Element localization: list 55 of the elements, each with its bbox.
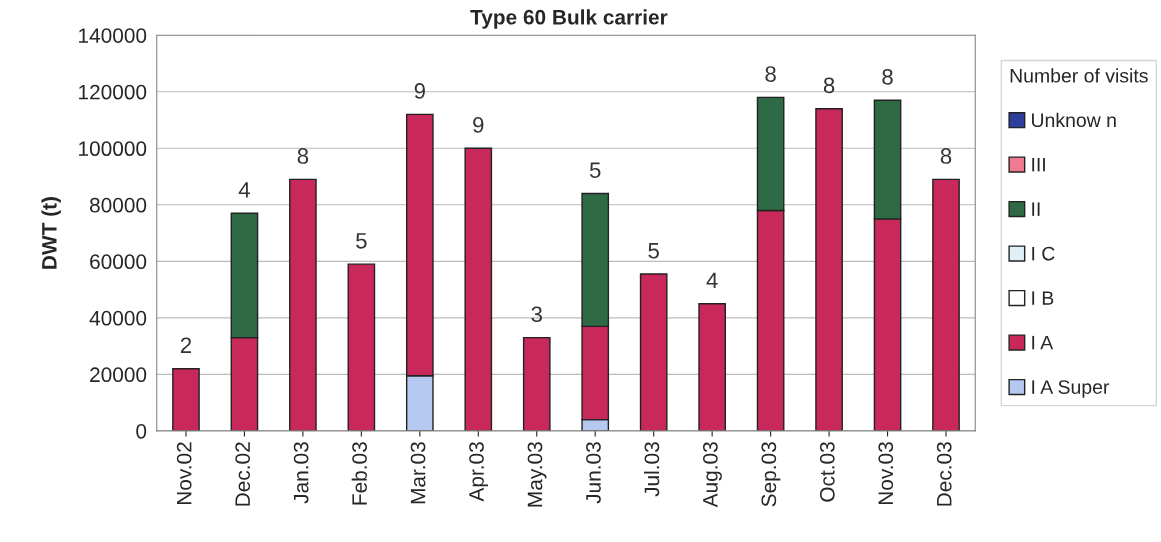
bar (172, 368, 200, 431)
annotation: 2 (180, 337, 192, 353)
annotation: 5 (356, 233, 367, 249)
annotation: 4 (238, 182, 250, 198)
annotation: 5 (648, 243, 659, 259)
x-tick-label: Apr.03 (469, 442, 488, 502)
y-tick-label: 20000 (90, 367, 147, 383)
annotation: 9 (414, 83, 425, 99)
x-tick-label: Jul.03 (643, 442, 660, 497)
y-axis-title: DWT (t) (41, 197, 61, 269)
y-tick-label: 60000 (90, 254, 147, 270)
annotation: 8 (940, 148, 952, 164)
x-tick-label: Aug.03 (702, 442, 722, 508)
y-tick-label: 0 (136, 423, 147, 439)
annotation: 4 (706, 272, 718, 288)
bar (815, 108, 843, 431)
legend-label: I B (1032, 291, 1054, 305)
x-tick-label: Feb.03 (351, 442, 367, 505)
x-tick-label: Nov.03 (878, 442, 894, 505)
annotation: 8 (882, 68, 893, 85)
bar (464, 147, 493, 431)
legend-label: I A Super (1032, 380, 1110, 398)
x-tick-label: Mar.03 (410, 442, 426, 504)
legend-label: Unknow n (1032, 112, 1116, 128)
bar (932, 178, 960, 431)
x-tick-label: Dec.03 (936, 442, 952, 506)
annotation: 5 (589, 162, 601, 178)
bar (347, 263, 376, 431)
y-tick-label: 40000 (89, 310, 147, 326)
x-tick-label: Jun.03 (586, 442, 601, 504)
annotation: 8 (297, 148, 309, 164)
bar (522, 336, 551, 431)
y-tick-label: 80000 (89, 197, 147, 213)
legend-label: III (1032, 157, 1045, 172)
annotation: 8 (823, 77, 835, 94)
legend-label: I C (1032, 246, 1055, 261)
y-tick-label: 120000 (79, 84, 147, 100)
legend-title: Number of visits (1010, 68, 1148, 83)
legend-label: I A (1032, 335, 1054, 350)
chart-title: Type 60 Bulk carrier (470, 9, 668, 29)
bar (639, 273, 668, 431)
y-tick-label: 100000 (79, 141, 147, 157)
x-tick-label: Dec.02 (235, 442, 251, 506)
legend-label: II (1032, 202, 1040, 216)
annotation: 9 (473, 117, 484, 133)
bar (289, 178, 317, 431)
annotation: 3 (531, 306, 542, 323)
y-tick-label: 140000 (79, 28, 147, 43)
x-tick-label: Oct.03 (819, 442, 835, 502)
x-tick-label: Jan.03 (293, 442, 309, 504)
x-tick-label: May.03 (527, 442, 547, 507)
x-tick-label: Nov.02 (176, 442, 192, 505)
x-tick-label: Sep.03 (761, 442, 781, 507)
annotation: 8 (765, 66, 776, 82)
bar (698, 303, 726, 431)
